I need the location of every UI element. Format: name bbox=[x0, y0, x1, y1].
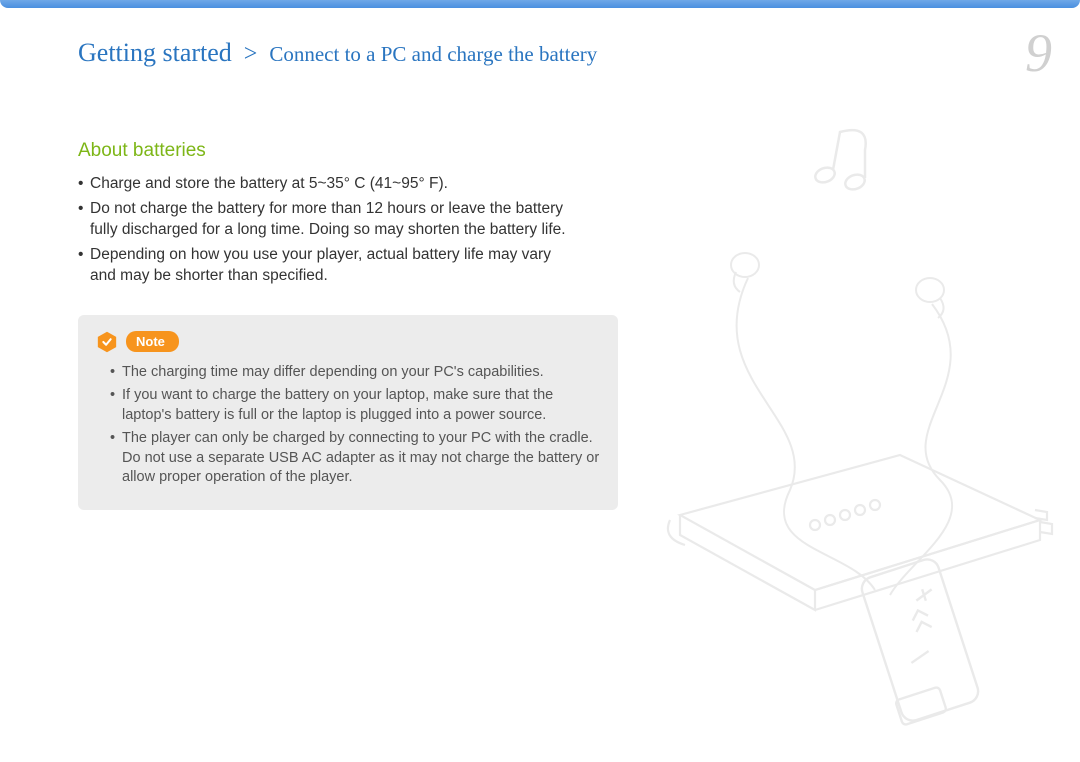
product-illustration bbox=[640, 120, 1060, 740]
note-box: Note The charging time may differ depend… bbox=[78, 315, 618, 510]
list-item: The charging time may differ depending o… bbox=[110, 363, 600, 383]
breadcrumb: Getting started > Connect to a PC and ch… bbox=[78, 38, 597, 68]
main-content: About batteries Charge and store the bat… bbox=[0, 90, 620, 510]
list-item: Charge and store the battery at 5~35° C … bbox=[78, 174, 580, 195]
breadcrumb-page: Connect to a PC and charge the battery bbox=[269, 42, 597, 66]
page-header: Getting started > Connect to a PC and ch… bbox=[0, 8, 1080, 90]
top-accent-bar bbox=[0, 0, 1080, 8]
note-label: Note bbox=[126, 331, 179, 352]
list-item: Depending on how you use your player, ac… bbox=[78, 245, 580, 287]
bullet-list: Charge and store the battery at 5~35° C … bbox=[78, 174, 580, 287]
breadcrumb-separator: > bbox=[244, 41, 258, 67]
note-list: The charging time may differ depending o… bbox=[96, 363, 600, 488]
note-box-icon bbox=[96, 331, 118, 353]
list-item: If you want to charge the battery on you… bbox=[110, 386, 600, 425]
section-title: About batteries bbox=[78, 140, 580, 162]
page-number: 9 bbox=[1025, 26, 1052, 80]
note-header: Note bbox=[96, 331, 600, 353]
breadcrumb-section: Getting started bbox=[78, 38, 232, 67]
list-item: Do not charge the battery for more than … bbox=[78, 199, 580, 241]
list-item: The player can only be charged by connec… bbox=[110, 429, 600, 488]
